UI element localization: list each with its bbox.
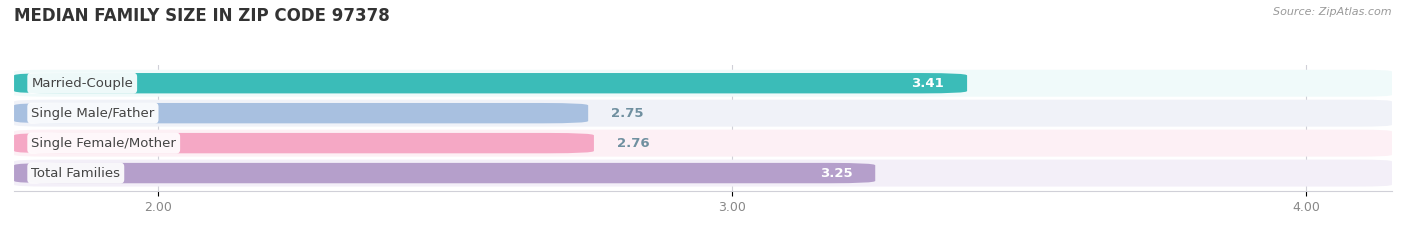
FancyBboxPatch shape — [14, 70, 1392, 97]
Text: 2.75: 2.75 — [612, 107, 644, 120]
Text: Single Female/Mother: Single Female/Mother — [31, 137, 176, 150]
FancyBboxPatch shape — [14, 103, 588, 123]
FancyBboxPatch shape — [14, 163, 875, 183]
Text: 2.76: 2.76 — [617, 137, 650, 150]
FancyBboxPatch shape — [14, 130, 1392, 157]
Text: Source: ZipAtlas.com: Source: ZipAtlas.com — [1274, 7, 1392, 17]
FancyBboxPatch shape — [14, 73, 967, 93]
Text: Total Families: Total Families — [31, 167, 121, 180]
Text: Married-Couple: Married-Couple — [31, 77, 134, 90]
Text: 3.25: 3.25 — [820, 167, 852, 180]
FancyBboxPatch shape — [14, 100, 1392, 127]
FancyBboxPatch shape — [14, 133, 593, 153]
FancyBboxPatch shape — [14, 160, 1392, 187]
Text: MEDIAN FAMILY SIZE IN ZIP CODE 97378: MEDIAN FAMILY SIZE IN ZIP CODE 97378 — [14, 7, 389, 25]
Text: 3.41: 3.41 — [911, 77, 945, 90]
Text: Single Male/Father: Single Male/Father — [31, 107, 155, 120]
